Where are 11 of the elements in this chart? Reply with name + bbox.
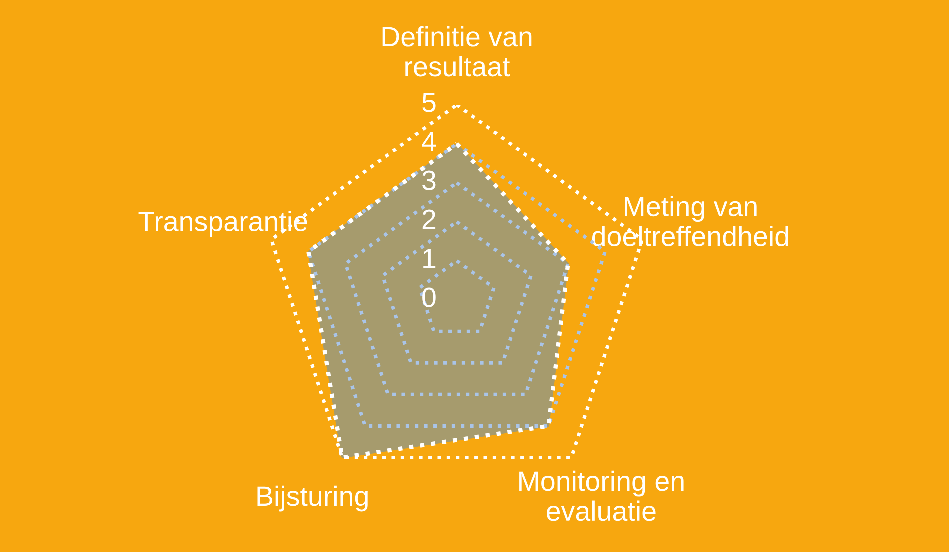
y-tick-label: 1 [424, 249, 436, 268]
y-tick-label: 2 [422, 210, 436, 230]
y-tick-label: 0 [422, 288, 436, 308]
y-tick-label: 3 [422, 170, 436, 190]
y-tick-label: 5 [422, 93, 436, 112]
y-tick-label: 4 [422, 132, 436, 152]
spoke-label: Monitoring en evaluatie [520, 470, 684, 522]
spoke-label: Meting van doeltreffendheid [592, 196, 788, 246]
spoke-label: Bijsturing [258, 486, 368, 512]
spoke-label: Definitie van resultaat [382, 26, 532, 77]
spoke-label: Transparantie [138, 211, 308, 238]
